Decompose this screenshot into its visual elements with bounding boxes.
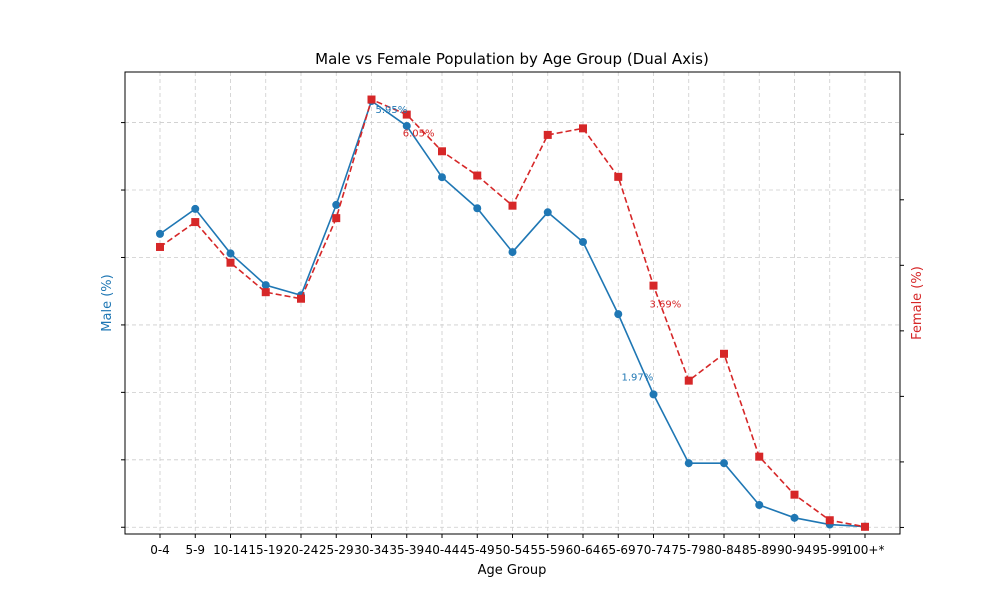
x-tick-label: 70-74 [636,543,671,557]
male-data-point [579,237,587,246]
x-tick-label: 40-44 [425,543,460,557]
female-data-point [825,516,834,525]
female-data-point [579,124,587,133]
female-data-point [226,258,235,267]
female-data-point [156,242,164,251]
female-data-point [790,490,799,499]
female-data-point [438,147,446,156]
x-tick-label: 15-19 [248,543,283,557]
female-data-point [297,294,305,303]
x-tick-label: 20-24 [284,543,319,557]
x-tick-label: 5-9 [185,543,205,557]
female-data-point [473,171,482,180]
male-data-point [261,281,270,290]
x-tick-label: 95-99 [812,543,847,557]
female-data-point [261,288,270,297]
x-tick-label: 45-49 [460,543,495,557]
male-data-point [438,173,446,182]
x-tick-label: 35-39 [389,543,424,557]
x-tick-label: 0-4 [150,543,170,557]
x-tick-label: 85-89 [742,543,777,557]
female-data-point [861,522,869,531]
female-data-point [684,376,693,385]
x-tick-label: 55-59 [530,543,565,557]
x-tick-label: 10-14 [213,543,248,557]
female-data-point [332,214,341,223]
male-data-point [543,208,552,217]
x-axis-label: Age Group [478,563,547,578]
male-data-point [755,500,764,509]
grid [125,72,900,534]
data-annotation: 1.97% [622,372,654,383]
male-data-point [473,204,482,213]
x-axis: 0-4 5-9 10-14 15-19 20-24 25-29 30-34 35-39 40-4… [150,534,884,557]
female-data-point [720,349,728,358]
female-data-point [543,130,552,139]
x-tick-label: 50-54 [495,543,530,557]
female-data-point [614,172,623,181]
x-tick-label: 30-34 [354,543,389,557]
female-data-point [755,452,764,461]
male-data-point [684,459,693,468]
male-data-point [508,248,517,257]
female-data-point [402,110,411,119]
male-data-point [332,200,341,209]
male-data-point [191,204,200,213]
x-tick-label: 65-69 [601,543,636,557]
male-data-point [226,249,235,258]
female-data-point [191,218,200,227]
male-data-point [156,229,164,238]
series-layer [156,95,869,531]
x-tick-label: 90-94 [777,543,812,557]
left-y-axis-label: Male (%) [100,274,115,331]
y-axes [121,122,904,528]
male-data-point [614,310,623,319]
x-tick-label: 75-79 [671,543,706,557]
female-data-point [367,95,376,104]
male-data-point [790,513,799,522]
x-tick-label: 80-84 [707,543,742,557]
male-data-point [402,121,411,130]
male-data-point [649,390,658,399]
chart-title: Male vs Female Population by Age Group (… [315,50,709,68]
x-tick-label: 60-64 [566,543,601,557]
x-tick-label: 25-29 [319,543,354,557]
female-data-point [508,201,517,210]
right-y-axis-label: Female (%) [910,266,925,340]
annotations: 5.95% 6.05% 1.97% 3.69% [376,105,682,383]
x-tick-label: 100+* [846,543,885,557]
data-annotation: 6.05% [403,129,435,140]
data-annotation: 5.95% [376,105,408,116]
data-annotation: 3.69% [650,300,682,311]
male-data-point [720,459,728,468]
female-data-point [649,281,658,290]
